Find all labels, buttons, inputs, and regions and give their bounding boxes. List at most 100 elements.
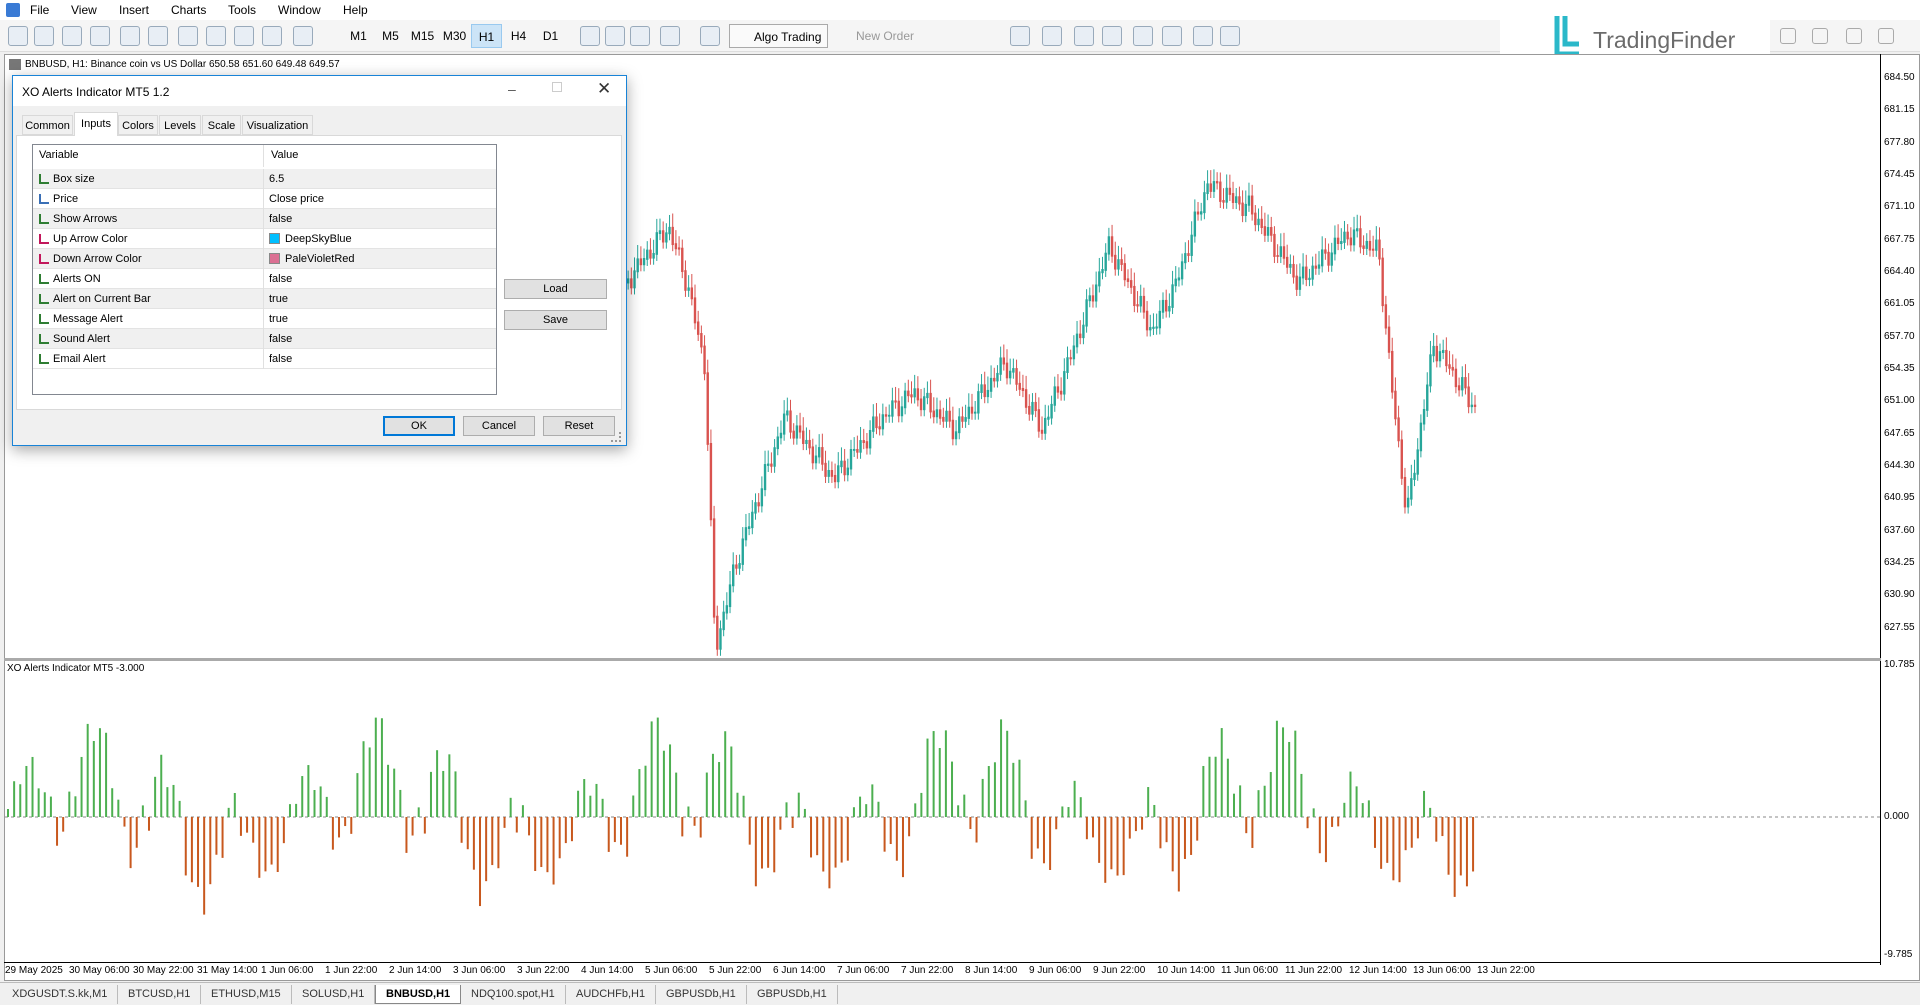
table-row[interactable]: Email Alert false (33, 349, 496, 369)
dialog-button[interactable]: OK (383, 416, 455, 436)
table-row[interactable]: Down Arrow Color PaleVioletRed (33, 249, 496, 269)
dialog-button[interactable]: Cancel (463, 416, 535, 436)
tool-icon[interactable] (1162, 26, 1182, 46)
timeframe-button[interactable]: M1 (350, 29, 367, 43)
variable-value[interactable]: false (269, 213, 293, 225)
side-button[interactable]: Load (504, 279, 607, 299)
chart-tab[interactable]: BTCUSD,H1 (118, 985, 202, 1004)
tool-icon[interactable] (62, 26, 82, 46)
tool-icon[interactable] (1220, 26, 1240, 46)
table-row[interactable]: Box size 6.5 (33, 169, 496, 189)
dialog-tab[interactable]: Visualization (242, 115, 313, 135)
timeframe-button[interactable]: D1 (542, 29, 559, 43)
minimize-button[interactable]: – (508, 81, 516, 97)
chart-tab[interactable]: SOLUSD,H1 (292, 985, 376, 1004)
histogram-bar (1404, 817, 1407, 851)
chart-tab[interactable]: NDQ100.spot,H1 (461, 985, 566, 1004)
variable-value[interactable]: true (269, 293, 288, 305)
tool-icon[interactable] (630, 26, 650, 46)
tool-icon[interactable] (605, 26, 625, 46)
table-row[interactable]: Up Arrow Color DeepSkyBlue (33, 229, 496, 249)
variable-value[interactable]: 6.5 (269, 173, 285, 185)
histogram-bar (1318, 817, 1321, 854)
tool-icon[interactable] (8, 26, 28, 46)
side-button[interactable]: Save (504, 310, 607, 330)
tool-icon[interactable] (90, 26, 110, 46)
chart-tab[interactable]: GBPUSDb,H1 (747, 985, 838, 1004)
dialog-tab[interactable]: Inputs (74, 112, 118, 136)
tool-icon[interactable] (580, 26, 600, 46)
candle-body (1435, 345, 1439, 362)
table-row[interactable]: Message Alert true (33, 309, 496, 329)
histogram-bar (233, 792, 236, 817)
new-order-button[interactable]: New Order (856, 29, 915, 43)
timeframe-button[interactable]: M30 (442, 29, 467, 43)
histogram-bar (405, 817, 408, 853)
variable-value[interactable]: false (269, 333, 293, 345)
tool-icon[interactable] (1102, 26, 1122, 46)
candle-body (1031, 401, 1034, 415)
chart-tab[interactable]: AUDCHFb,H1 (566, 985, 657, 1004)
table-row[interactable]: Alerts ON false (33, 269, 496, 289)
histogram-bar (803, 808, 806, 817)
timeframe-button[interactable]: M5 (382, 29, 399, 43)
table-row[interactable]: Show Arrows false (33, 209, 496, 229)
variable-value[interactable]: false (269, 273, 293, 285)
variable-value[interactable]: PaleVioletRed (285, 253, 355, 265)
dialog-button[interactable]: Reset (543, 416, 615, 436)
tool-icon[interactable] (1133, 26, 1153, 46)
candle-body (1448, 364, 1451, 369)
timeframe-button[interactable]: M15 (410, 29, 435, 43)
menu-item[interactable]: View (71, 3, 97, 17)
variable-value[interactable]: false (269, 353, 293, 365)
tool-icon[interactable] (1074, 26, 1094, 46)
dialog-tab[interactable]: Scale (202, 115, 241, 135)
status-icon[interactable] (1780, 28, 1796, 44)
chart-tab[interactable]: BNBUSD,H1 (375, 985, 462, 1004)
timeframe-button[interactable]: H1 (471, 24, 502, 48)
chart-tab[interactable]: GBPUSDb,H1 (656, 985, 747, 1004)
tool-icon[interactable] (148, 26, 168, 46)
tool-icon[interactable] (234, 26, 254, 46)
menu-item[interactable]: Insert (119, 3, 150, 17)
status-icon[interactable] (1812, 28, 1828, 44)
algo-trading-button[interactable]: Algo Trading (729, 24, 829, 48)
close-button[interactable]: ✕ (597, 79, 612, 98)
tool-icon[interactable] (120, 26, 140, 46)
candle-body (782, 413, 786, 435)
timeframe-button[interactable]: H4 (510, 29, 527, 43)
maximize-button[interactable] (552, 82, 562, 92)
variable-value[interactable]: DeepSkyBlue (285, 233, 352, 245)
tool-icon[interactable] (34, 26, 54, 46)
table-row[interactable]: Alert on Current Bar true (33, 289, 496, 309)
dialog-tab[interactable]: Common (22, 115, 73, 135)
table-row[interactable]: Price Close price (33, 189, 496, 209)
menu-item[interactable]: File (30, 3, 50, 17)
tool-icon[interactable] (262, 26, 282, 46)
dialog-tab[interactable]: Levels (159, 115, 201, 135)
status-icon[interactable] (1878, 28, 1894, 44)
tool-icon[interactable] (1042, 26, 1062, 46)
menu-item[interactable]: Charts (171, 3, 207, 17)
tool-icon[interactable] (293, 26, 313, 46)
tool-icon[interactable] (206, 26, 226, 46)
tool-icon[interactable] (700, 26, 720, 46)
variable-value[interactable]: Close price (269, 193, 325, 205)
histogram-bar (374, 717, 377, 817)
tool-icon[interactable] (1193, 26, 1213, 46)
dialog-tab[interactable]: Colors (118, 115, 158, 135)
tool-icon[interactable] (178, 26, 198, 46)
menu-item[interactable]: Window (278, 3, 321, 17)
variable-value[interactable]: true (269, 313, 288, 325)
candle-body (1190, 234, 1193, 256)
histogram-bar (515, 817, 518, 833)
table-row[interactable]: Sound Alert false (33, 329, 496, 349)
tool-icon[interactable] (1010, 26, 1030, 46)
histogram-bar (932, 731, 935, 817)
status-icon[interactable] (1846, 28, 1862, 44)
menu-item[interactable]: Help (343, 3, 368, 17)
chart-tab[interactable]: XDGUSDT.S.kk,M1 (2, 985, 119, 1004)
menu-item[interactable]: Tools (228, 3, 257, 17)
chart-tab[interactable]: ETHUSD,M15 (201, 985, 292, 1004)
tool-icon[interactable] (660, 26, 680, 46)
